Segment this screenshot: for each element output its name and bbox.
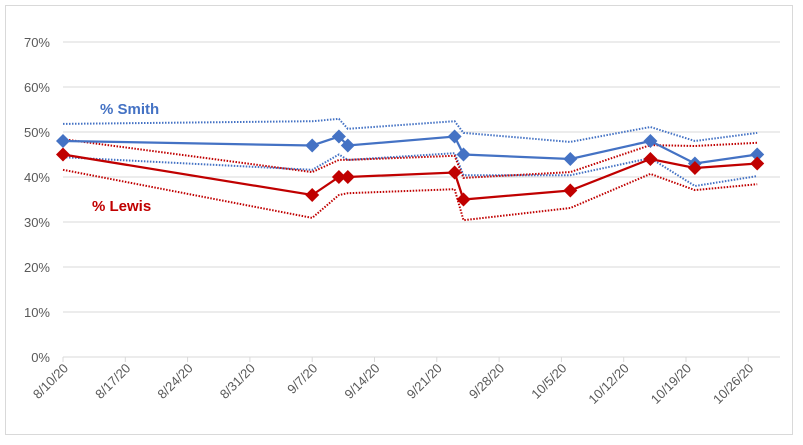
lewis-diamond-marker	[56, 147, 70, 162]
x-tick-label: 8/24/20	[154, 361, 195, 402]
lewis-diamond-marker	[305, 188, 320, 202]
smith-diamond-marker	[447, 129, 462, 144]
x-tick-label: 9/28/20	[466, 361, 507, 402]
lewis-diamond-marker	[447, 165, 462, 180]
x-tick-label: 8/10/20	[30, 361, 71, 402]
smith-series-label: % Smith	[100, 101, 159, 118]
smith-diamond-marker	[305, 138, 320, 153]
lewis-lower-bound-line	[62, 168, 758, 222]
y-tick-label: 40%	[24, 170, 50, 185]
smith-diamond-marker	[750, 147, 765, 162]
x-tick-label: 8/31/20	[217, 361, 258, 402]
plot-area	[56, 117, 765, 222]
x-tick-label: 8/17/20	[92, 361, 133, 402]
lewis-diamond-marker	[331, 170, 346, 184]
lewis-series-label: % Lewis	[92, 198, 151, 215]
y-tick-label: 60%	[24, 80, 50, 95]
x-axis: 8/10/20 8/17/20 8/24/20 8/31/20 9/7/20 9/14/2…	[30, 357, 756, 407]
lewis-diamond-marker	[643, 152, 658, 166]
x-tick-label: 9/14/20	[341, 361, 382, 402]
y-axis: 0% 10% 20% 30% 40% 50% 60% 70%	[24, 35, 50, 365]
y-tick-label: 70%	[24, 35, 50, 50]
lewis-diamond-marker	[563, 183, 578, 198]
smith-diamond-marker	[456, 147, 471, 162]
y-tick-label: 30%	[24, 215, 50, 230]
y-tick-label: 0%	[31, 350, 50, 365]
smith-diamond-marker	[56, 134, 70, 148]
smith-series-line	[62, 135, 758, 165]
chart-area	[5, 5, 793, 435]
x-tick-label: 10/5/20	[528, 361, 569, 402]
x-tick-label: 9/21/20	[404, 361, 445, 402]
gridlines	[63, 41, 780, 358]
smith-diamond-marker	[643, 134, 658, 148]
x-tick-label: 10/26/20	[710, 361, 756, 407]
y-tick-label: 50%	[24, 125, 50, 140]
smith-diamond-marker	[563, 152, 578, 166]
lewis-series-line	[62, 153, 758, 201]
lewis-diamond-marker	[456, 192, 471, 207]
lewis-diamond-marker	[750, 156, 765, 171]
lewis-diamond-marker	[687, 161, 702, 175]
lewis-upper-bound-line	[62, 138, 758, 179]
y-tick-label: 10%	[24, 305, 50, 320]
smith-lower-bound-line	[62, 152, 758, 188]
x-tick-label: 10/12/20	[585, 361, 631, 407]
smith-diamond-marker	[340, 138, 355, 153]
x-tick-label: 10/19/20	[648, 361, 694, 407]
y-tick-label: 20%	[24, 260, 50, 275]
lewis-diamond-marker	[340, 170, 355, 184]
smith-diamond-marker	[331, 129, 346, 144]
x-tick-label: 9/7/20	[284, 361, 320, 397]
